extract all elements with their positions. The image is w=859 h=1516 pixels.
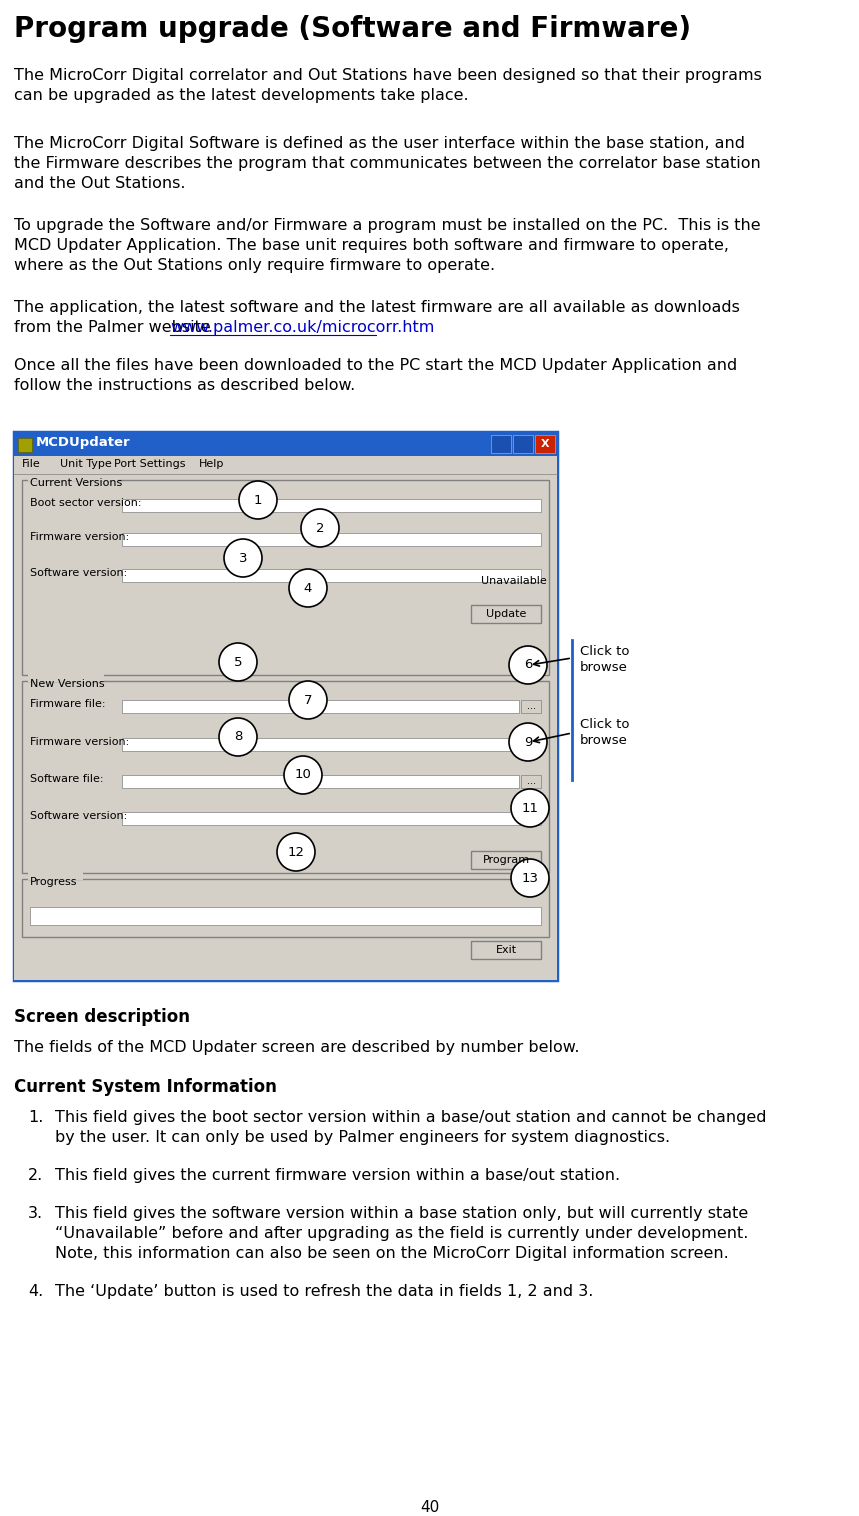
Bar	[122, 534, 541, 546]
Text: File: File	[22, 459, 40, 468]
Bar	[122, 568, 541, 582]
Text: 5: 5	[234, 655, 242, 669]
Text: Boot sector version:: Boot sector version:	[30, 497, 142, 508]
Text: ...: ...	[527, 776, 535, 785]
Bar	[491, 435, 511, 453]
Bar	[513, 435, 533, 453]
Text: 12: 12	[288, 846, 304, 858]
Circle shape	[284, 756, 322, 794]
Text: To upgrade the Software and/or Firmware a program must be installed on the PC.  : To upgrade the Software and/or Firmware …	[14, 218, 760, 273]
Bar	[14, 475, 557, 979]
Text: Software version:: Software version:	[30, 811, 127, 822]
Text: The fields of the MCD Updater screen are described by number below.: The fields of the MCD Updater screen are…	[14, 1040, 580, 1055]
Text: Program upgrade (Software and Firmware): Program upgrade (Software and Firmware)	[14, 15, 691, 42]
Bar	[22, 879, 549, 937]
Bar	[122, 738, 541, 750]
Bar	[122, 499, 541, 512]
Text: 13: 13	[521, 872, 539, 884]
Text: 4.: 4.	[28, 1284, 43, 1299]
Text: Port Settings: Port Settings	[114, 459, 186, 468]
Text: Help: Help	[199, 459, 224, 468]
Text: 1: 1	[253, 494, 262, 506]
Text: Update: Update	[486, 609, 527, 619]
Bar	[122, 775, 519, 788]
Text: 3: 3	[239, 552, 247, 564]
Text: The MicroCorr Digital correlator and Out Stations have been designed so that the: The MicroCorr Digital correlator and Out…	[14, 68, 762, 103]
Circle shape	[511, 860, 549, 897]
Text: This field gives the software version within a base station only, but will curre: This field gives the software version wi…	[55, 1207, 748, 1261]
Circle shape	[277, 832, 315, 872]
Text: Firmware file:: Firmware file:	[30, 699, 106, 709]
Text: MCDUpdater: MCDUpdater	[36, 437, 131, 449]
Bar	[28, 672, 104, 682]
Text: Firmware version:: Firmware version:	[30, 737, 129, 747]
Bar	[122, 813, 541, 825]
Circle shape	[219, 719, 257, 756]
Bar	[122, 700, 519, 713]
Bar	[521, 775, 541, 788]
Text: 40: 40	[420, 1499, 439, 1514]
Bar	[28, 870, 83, 879]
Text: 9: 9	[524, 735, 533, 749]
Text: Current System Information: Current System Information	[14, 1078, 277, 1096]
Bar	[535, 435, 555, 453]
Circle shape	[511, 788, 549, 828]
Text: This field gives the boot sector version within a base/out station and cannot be: This field gives the boot sector version…	[55, 1110, 766, 1145]
Text: 11: 11	[521, 802, 539, 814]
Text: X: X	[540, 440, 549, 449]
Text: Unavailable: Unavailable	[481, 576, 546, 587]
Circle shape	[301, 509, 339, 547]
Bar	[471, 941, 541, 960]
Text: Program: Program	[483, 855, 529, 866]
Text: Once all the files have been downloaded to the PC start the MCD Updater Applicat: Once all the files have been downloaded …	[14, 358, 737, 393]
Text: www.palmer.co.uk/microcorr.htm: www.palmer.co.uk/microcorr.htm	[170, 320, 435, 335]
Bar	[14, 456, 557, 475]
Bar	[14, 432, 557, 456]
Bar	[18, 438, 32, 452]
Bar	[471, 850, 541, 869]
Text: 7: 7	[304, 693, 313, 706]
Text: Software version:: Software version:	[30, 568, 127, 578]
Circle shape	[224, 540, 262, 578]
Bar	[30, 907, 541, 925]
Bar	[22, 481, 549, 675]
Text: 1.: 1.	[28, 1110, 43, 1125]
Text: Click to
browse: Click to browse	[580, 719, 630, 747]
Text: Click to
browse: Click to browse	[580, 644, 630, 675]
Bar	[28, 471, 118, 481]
Text: Exit: Exit	[496, 944, 516, 955]
Bar	[521, 700, 541, 713]
Bar	[22, 681, 549, 873]
Text: New Versions: New Versions	[30, 679, 105, 688]
Text: Firmware version:: Firmware version:	[30, 532, 129, 543]
Text: 2.: 2.	[28, 1167, 43, 1182]
Text: 4: 4	[304, 582, 312, 594]
Text: The MicroCorr Digital Software is defined as the user interface within the base : The MicroCorr Digital Software is define…	[14, 136, 761, 191]
Text: 8: 8	[234, 731, 242, 743]
Circle shape	[289, 681, 327, 719]
Text: The ‘Update’ button is used to refresh the data in fields 1, 2 and 3.: The ‘Update’ button is used to refresh t…	[55, 1284, 594, 1299]
Circle shape	[509, 646, 547, 684]
Text: Unit Type: Unit Type	[60, 459, 112, 468]
Circle shape	[239, 481, 277, 518]
Text: 10: 10	[295, 769, 312, 782]
Text: This field gives the current firmware version within a base/out station.: This field gives the current firmware ve…	[55, 1167, 620, 1182]
Circle shape	[219, 643, 257, 681]
Text: ...: ...	[527, 700, 535, 711]
Text: Current Versions: Current Versions	[30, 478, 122, 488]
Circle shape	[289, 568, 327, 606]
Bar	[471, 605, 541, 623]
Bar	[14, 432, 557, 979]
Text: Screen description: Screen description	[14, 1008, 190, 1026]
Text: 6: 6	[524, 658, 533, 672]
Text: 3.: 3.	[28, 1207, 43, 1220]
Text: The application, the latest software and the latest firmware are all available a: The application, the latest software and…	[14, 300, 740, 315]
Text: from the Palmer website: from the Palmer website	[14, 320, 216, 335]
Circle shape	[509, 723, 547, 761]
Text: 2: 2	[316, 522, 324, 535]
Text: Progress: Progress	[30, 876, 77, 887]
Text: Software file:: Software file:	[30, 775, 103, 784]
